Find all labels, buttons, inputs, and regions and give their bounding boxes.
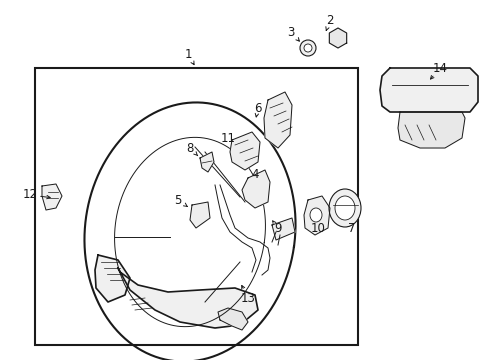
- Ellipse shape: [328, 189, 360, 227]
- Text: 12: 12: [22, 189, 38, 202]
- Text: 10: 10: [310, 221, 325, 234]
- Polygon shape: [190, 202, 209, 228]
- Text: 13: 13: [240, 292, 255, 305]
- Polygon shape: [95, 255, 130, 302]
- Polygon shape: [242, 170, 269, 208]
- Polygon shape: [379, 68, 477, 112]
- Bar: [35, 68, 357, 345]
- Text: 6: 6: [254, 102, 261, 114]
- Text: 9: 9: [274, 221, 281, 234]
- Text: 14: 14: [431, 62, 447, 75]
- Text: 8: 8: [186, 141, 193, 154]
- Polygon shape: [328, 28, 346, 48]
- Polygon shape: [271, 218, 294, 240]
- Text: 1: 1: [184, 48, 191, 60]
- Polygon shape: [397, 112, 464, 148]
- Text: 2: 2: [325, 13, 333, 27]
- Ellipse shape: [334, 196, 354, 220]
- Polygon shape: [200, 152, 214, 172]
- Polygon shape: [264, 92, 291, 148]
- Polygon shape: [304, 196, 329, 235]
- Ellipse shape: [309, 208, 321, 222]
- Polygon shape: [42, 184, 62, 210]
- Text: 4: 4: [251, 168, 258, 181]
- Ellipse shape: [299, 40, 315, 56]
- Text: 7: 7: [347, 221, 355, 234]
- Text: 11: 11: [220, 131, 235, 144]
- Text: 3: 3: [287, 26, 294, 39]
- Polygon shape: [218, 308, 247, 330]
- Text: 5: 5: [174, 194, 182, 207]
- Ellipse shape: [304, 44, 311, 52]
- Polygon shape: [229, 132, 260, 170]
- Polygon shape: [118, 268, 258, 328]
